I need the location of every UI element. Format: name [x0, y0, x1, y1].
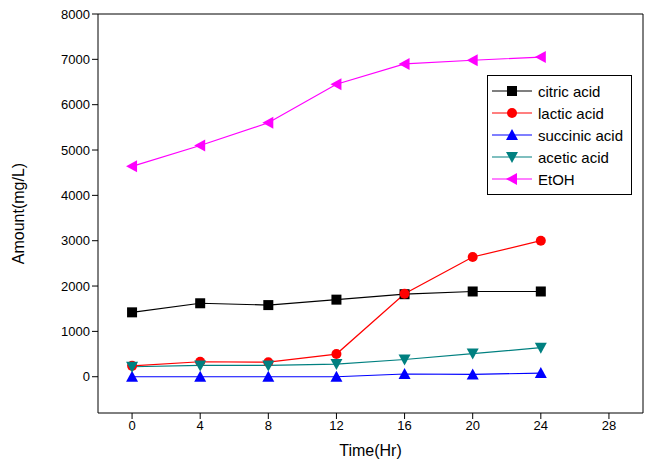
- svg-text:Amount(mg/L): Amount(mg/L): [10, 163, 27, 264]
- svg-text:0: 0: [83, 369, 90, 384]
- svg-text:28: 28: [602, 418, 616, 433]
- svg-text:3000: 3000: [61, 233, 90, 248]
- svg-text:4000: 4000: [61, 188, 90, 203]
- html-text:citric acid: citric acid: [538, 82, 601, 100]
- svg-text:5000: 5000: [61, 143, 90, 158]
- svg-text:2000: 2000: [61, 279, 90, 294]
- svg-text:7000: 7000: [61, 52, 90, 67]
- svg-text:8: 8: [265, 418, 272, 433]
- svg-text:8000: 8000: [61, 8, 90, 22]
- svg-text:20: 20: [465, 418, 479, 433]
- svg-text:24: 24: [534, 418, 548, 433]
- svg-text:Time(Hr): Time(Hr): [339, 442, 402, 459]
- svg-text:6000: 6000: [61, 97, 90, 112]
- svg-text:1000: 1000: [61, 324, 90, 339]
- svg-text:16: 16: [397, 418, 411, 433]
- svg-text:12: 12: [329, 418, 343, 433]
- svg-text:0: 0: [128, 418, 135, 433]
- html-text:EtOH: EtOH: [538, 170, 575, 188]
- html-text:lactic acid: lactic acid: [538, 104, 604, 122]
- svg-text:4: 4: [197, 418, 204, 433]
- html-text:succinic acid: succinic acid: [538, 126, 623, 144]
- html-text:acetic acid: acetic acid: [538, 148, 609, 166]
